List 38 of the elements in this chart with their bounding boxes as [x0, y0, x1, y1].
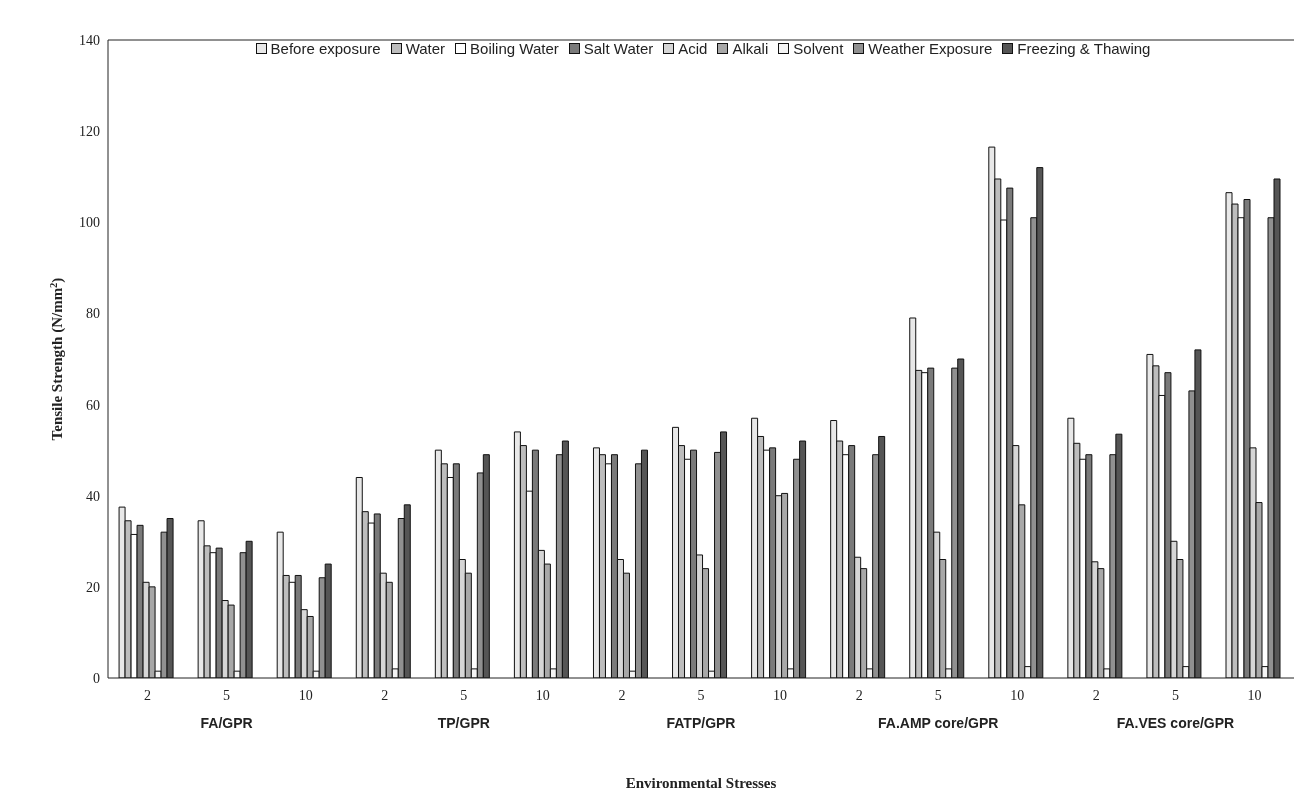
x-tick-label: 5 — [697, 688, 705, 703]
x-tick-label: 10 — [535, 688, 550, 703]
y-tick-label: 80 — [86, 306, 100, 322]
x-tick-label: 2 — [144, 688, 152, 703]
legend-label: Alkali — [732, 40, 769, 57]
text: FATP/GPR — [666, 715, 736, 731]
legend-label: Before exposure — [270, 40, 381, 57]
y-tick-label: 140 — [79, 32, 100, 48]
text: FA.AMP core/GPR — [878, 715, 999, 731]
y-tick-label: 40 — [86, 488, 100, 504]
x-tick-label: 2 — [381, 688, 389, 703]
y-tick-label: 100 — [79, 215, 100, 231]
legend-label: Freezing & Thawing — [1017, 40, 1151, 57]
text: FA.VES core/GPR — [1116, 715, 1235, 731]
y-tick-label: 20 — [86, 579, 100, 595]
legend-label: Water — [405, 40, 446, 57]
text: FA/GPR — [200, 715, 253, 731]
x-tick-label: 10 — [298, 688, 313, 703]
y-tick-label: 0 — [93, 670, 100, 686]
y-tick-label: 120 — [79, 124, 100, 140]
x-tick-label: 2 — [618, 688, 626, 703]
x-tick-label: 2 — [1092, 688, 1100, 703]
x-tick-label: 10 — [773, 688, 788, 703]
x-tick-label: 10 — [1247, 688, 1262, 703]
text: TP/GPR — [437, 715, 490, 731]
x-tick-label: 10 — [1010, 688, 1025, 703]
x-axis-title: Environmental Stresses — [625, 775, 777, 791]
legend-label: Boiling Water — [470, 40, 559, 57]
x-tick-label: 5 — [460, 688, 468, 703]
x-tick-label: 2 — [855, 688, 863, 703]
legend-label: Acid — [678, 40, 708, 57]
legend-label: Salt Water — [583, 40, 654, 57]
x-tick-label: 5 — [934, 688, 942, 703]
legend-label: Solvent — [793, 40, 844, 57]
legend-label: Weather Exposure — [868, 40, 993, 57]
y-tick-label: 60 — [86, 397, 100, 413]
x-tick-label: 5 — [223, 688, 231, 703]
x-tick-label: 5 — [1171, 688, 1179, 703]
